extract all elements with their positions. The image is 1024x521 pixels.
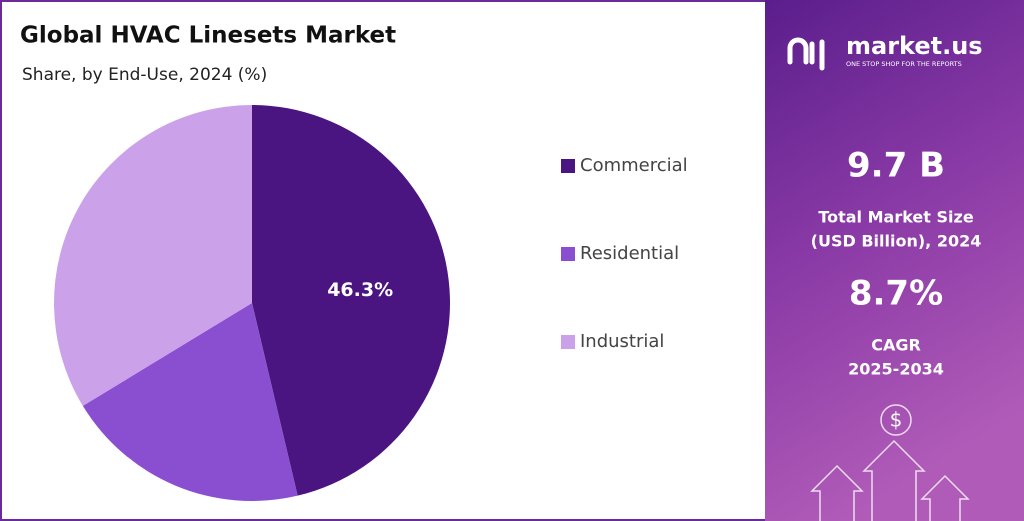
legend-swatch	[561, 335, 575, 349]
pie-slice	[54, 105, 252, 406]
data-label: 46.3%	[327, 279, 393, 301]
cagr-label: CAGR	[871, 336, 921, 355]
legend-label: Residential	[580, 243, 679, 264]
legend-swatch	[561, 247, 575, 261]
market-size-label: Total Market Size	[818, 208, 973, 227]
dollar-icon: $	[890, 408, 903, 432]
pie-slice	[252, 105, 451, 496]
cagr-value: 8.7%	[849, 274, 943, 314]
legend-label: Industrial	[580, 331, 664, 352]
brand: market.us	[846, 32, 983, 60]
chart-subtitle: Share, by End-Use, 2024 (%)	[22, 65, 267, 85]
market-size-label: (USD Billion), 2024	[811, 232, 982, 251]
market-size: 9.7 B	[847, 146, 945, 186]
cagr-period: 2025-2034	[848, 360, 944, 379]
chart-title: Global HVAC Linesets Market	[20, 23, 396, 49]
legend-swatch	[561, 159, 575, 173]
logo	[787, 37, 825, 71]
side-panel	[765, 0, 1024, 521]
legend-label: Commercial	[580, 155, 688, 176]
pie-slice	[82, 303, 298, 501]
tagline: ONE STOP SHOP FOR THE REPORTS	[846, 60, 962, 68]
arrows-icon	[810, 404, 970, 521]
